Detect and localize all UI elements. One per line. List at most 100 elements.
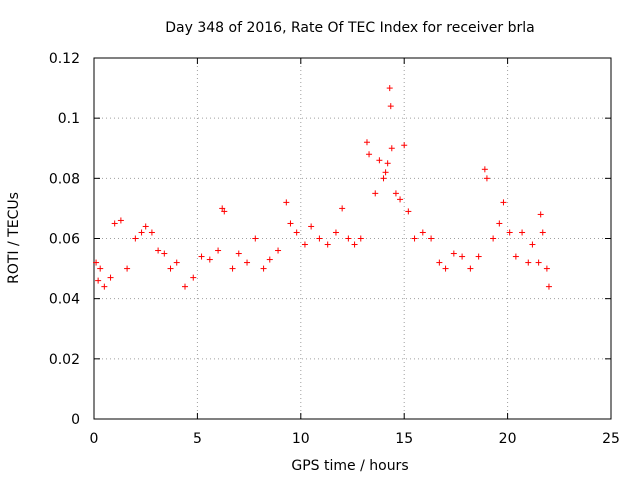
data-point xyxy=(148,229,155,236)
y-tick-label: 0.06 xyxy=(49,232,80,248)
data-point xyxy=(525,259,532,266)
data-point xyxy=(324,241,331,248)
axis-ticks xyxy=(93,57,612,420)
data-point xyxy=(380,175,387,182)
data-point xyxy=(229,265,236,272)
data-point xyxy=(301,241,308,248)
data-point xyxy=(107,274,114,281)
data-point xyxy=(124,265,131,272)
data-point xyxy=(155,247,162,254)
data-point xyxy=(252,235,259,242)
data-point xyxy=(190,274,197,281)
data-points xyxy=(93,85,552,290)
data-point xyxy=(132,235,139,242)
y-tick-label: 0 xyxy=(71,412,80,428)
data-point xyxy=(442,265,449,272)
data-point xyxy=(97,265,104,272)
data-point xyxy=(167,265,174,272)
data-point xyxy=(401,142,408,149)
data-point xyxy=(459,253,466,260)
data-point xyxy=(244,259,251,266)
data-point xyxy=(428,235,435,242)
data-point xyxy=(345,235,352,242)
x-tick-label: 10 xyxy=(292,431,310,447)
y-tick-label: 0.02 xyxy=(49,352,80,368)
data-point xyxy=(539,229,546,236)
data-point xyxy=(221,208,228,215)
x-tick-label: 25 xyxy=(602,431,620,447)
data-point xyxy=(405,208,412,215)
data-point xyxy=(397,196,404,203)
data-point xyxy=(283,199,290,206)
y-axis-label: ROTI / TECUs xyxy=(6,192,22,284)
data-point xyxy=(161,250,168,257)
data-point xyxy=(411,235,418,242)
data-point xyxy=(506,229,513,236)
data-point xyxy=(215,247,222,254)
data-point xyxy=(206,256,213,263)
data-point xyxy=(543,265,550,272)
data-point xyxy=(384,160,391,167)
chart-title: Day 348 of 2016, Rate Of TEC Index for r… xyxy=(165,20,534,36)
x-tick-label: 15 xyxy=(395,431,413,447)
data-point xyxy=(537,211,544,218)
data-point xyxy=(475,253,482,260)
data-point xyxy=(545,283,552,290)
data-point xyxy=(387,103,394,110)
data-point xyxy=(351,241,358,248)
data-point xyxy=(93,259,100,266)
x-tick-label: 5 xyxy=(193,431,202,447)
data-point xyxy=(481,166,488,173)
data-point xyxy=(316,235,323,242)
data-point xyxy=(388,145,395,152)
data-point xyxy=(275,247,282,254)
data-point xyxy=(490,235,497,242)
data-point xyxy=(101,283,108,290)
y-tick-label: 0.04 xyxy=(49,292,80,308)
data-point xyxy=(332,229,339,236)
data-point xyxy=(386,85,393,92)
data-point xyxy=(198,253,205,260)
data-point xyxy=(519,229,526,236)
data-point xyxy=(382,169,389,176)
data-point xyxy=(219,205,226,212)
data-point xyxy=(181,283,188,290)
data-point xyxy=(138,229,145,236)
data-point xyxy=(260,265,267,272)
data-point xyxy=(467,265,474,272)
grid xyxy=(94,58,611,419)
data-point xyxy=(363,139,370,146)
data-point xyxy=(173,259,180,266)
data-point xyxy=(142,223,149,230)
data-point xyxy=(95,277,102,284)
data-point xyxy=(287,220,294,227)
data-point xyxy=(496,220,503,227)
data-point xyxy=(117,217,124,224)
data-point xyxy=(266,256,273,263)
data-point xyxy=(512,253,519,260)
tick-labels: 0 5 10 15 20 25 0 0.02 0.04 0.06 0.08 0.1 0.12 xyxy=(49,51,620,447)
data-point xyxy=(372,190,379,197)
data-point xyxy=(450,250,457,257)
data-point xyxy=(419,229,426,236)
data-point xyxy=(500,199,507,206)
y-tick-label: 0.1 xyxy=(58,111,80,127)
y-tick-label: 0.12 xyxy=(49,51,80,67)
y-tick-label: 0.08 xyxy=(49,171,80,187)
data-point xyxy=(293,229,300,236)
data-point xyxy=(357,235,364,242)
data-point xyxy=(339,205,346,212)
x-tick-label: 0 xyxy=(90,431,99,447)
data-point xyxy=(483,175,490,182)
data-point xyxy=(535,259,542,266)
plot-frame xyxy=(93,57,612,420)
data-point xyxy=(529,241,536,248)
data-point xyxy=(235,250,242,257)
data-point xyxy=(366,151,373,158)
data-point xyxy=(308,223,315,230)
data-point xyxy=(111,220,118,227)
x-axis-label: GPS time / hours xyxy=(291,458,408,474)
x-tick-label: 20 xyxy=(499,431,517,447)
data-point xyxy=(436,259,443,266)
